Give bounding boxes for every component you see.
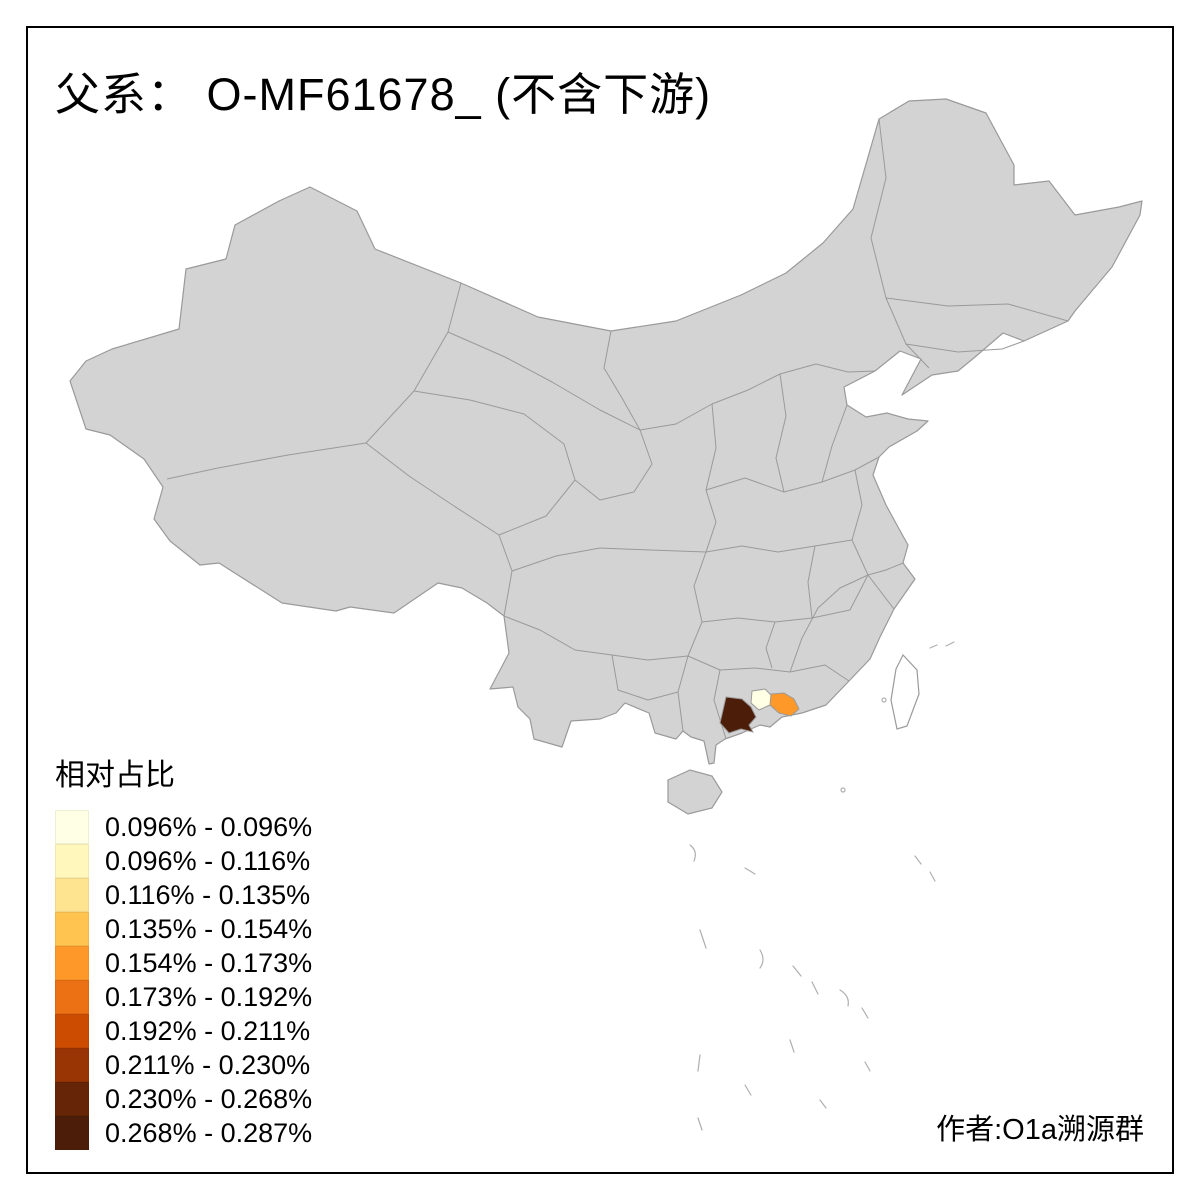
- region-orange: [769, 692, 800, 717]
- legend-label: 0.173% - 0.192%: [105, 981, 313, 1012]
- legend-label: 0.116% - 0.135%: [105, 879, 311, 910]
- legend-swatch: [55, 912, 89, 946]
- legend-label: 0.096% - 0.116%: [105, 845, 311, 876]
- legend-label: 0.192% - 0.211%: [105, 1015, 311, 1046]
- legend-item: 0.211% - 0.230%: [55, 1048, 312, 1082]
- legend-item: 0.154% - 0.173%: [55, 946, 312, 980]
- south-china-sea-islands: [689, 641, 955, 1131]
- legend-swatch: [55, 844, 89, 878]
- legend-swatch: [55, 810, 89, 844]
- hainan-island: [667, 769, 723, 815]
- legend-item: 0.116% - 0.135%: [55, 878, 312, 912]
- legend-title: 相对占比: [55, 759, 175, 792]
- legend-item: 0.096% - 0.096%: [55, 810, 312, 844]
- taiwan-island: [890, 653, 920, 730]
- legend-label: 0.096% - 0.096%: [105, 811, 313, 842]
- legend-label: 0.135% - 0.154%: [105, 913, 313, 944]
- legend-swatch: [55, 946, 89, 980]
- highlighted-regions: [719, 688, 800, 734]
- legend-label: 0.268% - 0.287%: [105, 1117, 313, 1148]
- legend-swatch: [55, 980, 89, 1014]
- legend-swatch: [55, 1116, 89, 1150]
- legend-swatch: [55, 1048, 89, 1082]
- legend-item: 0.230% - 0.268%: [55, 1082, 312, 1116]
- region-darkest: [719, 696, 757, 734]
- legend-label: 0.230% - 0.268%: [105, 1083, 313, 1114]
- page-title: 父系： O-MF61678_ (不含下游): [55, 69, 712, 120]
- legend-item: 0.096% - 0.116%: [55, 844, 312, 878]
- legend-label: 0.154% - 0.173%: [105, 947, 313, 978]
- legend-item: 0.135% - 0.154%: [55, 912, 312, 946]
- legend-label: 0.211% - 0.230%: [105, 1049, 311, 1080]
- legend-swatch: [55, 1014, 89, 1048]
- legend-item: 0.268% - 0.287%: [55, 1116, 312, 1150]
- legend: 相对占比 0.096% - 0.096% 0.096% - 0.116% 0.1…: [55, 750, 312, 1150]
- author-credit: 作者:O1a溯源群: [936, 1114, 1144, 1146]
- legend-item: 0.192% - 0.211%: [55, 1014, 312, 1048]
- china-mainland-shape: [69, 98, 1143, 765]
- province-borders: [166, 118, 1069, 740]
- legend-item: 0.173% - 0.192%: [55, 980, 312, 1014]
- legend-swatch: [55, 1082, 89, 1116]
- legend-swatch: [55, 878, 89, 912]
